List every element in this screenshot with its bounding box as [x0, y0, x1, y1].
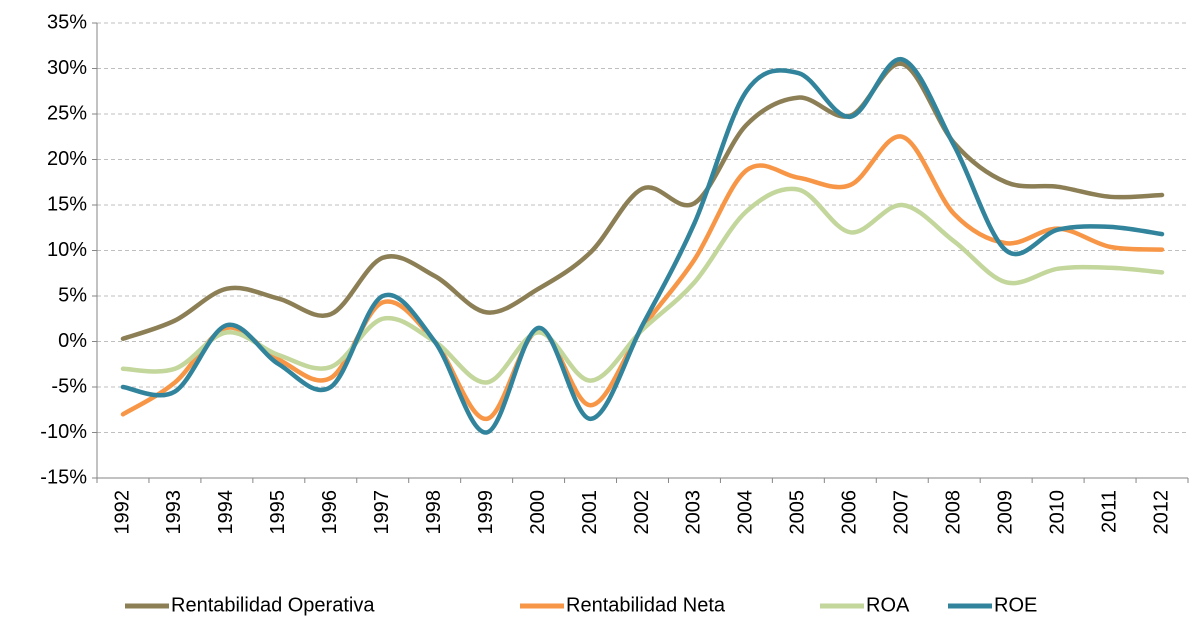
x-tick-label: 2009: [994, 490, 1016, 535]
series-line: [120, 61, 1165, 342]
y-tick-label: -5%: [51, 375, 87, 397]
legend-label: Rentabilidad Operativa: [171, 594, 375, 616]
x-tick-label: 2003: [683, 490, 705, 535]
y-tick-label: 0%: [58, 330, 87, 352]
y-tick-label: 15%: [47, 193, 87, 215]
x-tick-label: 2004: [735, 490, 757, 535]
y-tick-label: 30%: [47, 57, 87, 79]
x-tick-label: 1996: [319, 490, 341, 535]
x-tick-label: 2002: [631, 490, 653, 535]
x-tick-label: 1992: [111, 490, 133, 535]
legend-label: ROE: [994, 594, 1037, 616]
y-tick-label: -15%: [40, 466, 87, 488]
x-tick-label: 2012: [1150, 490, 1172, 535]
y-tick-label: 20%: [47, 148, 87, 170]
x-tick-label: 1998: [423, 490, 445, 535]
series-line: [120, 57, 1165, 435]
x-tick-label: 2008: [942, 490, 964, 535]
x-tick-label: 2006: [839, 490, 861, 535]
y-tick-label: 10%: [47, 239, 87, 261]
x-tick-label: 2011: [1098, 490, 1120, 533]
x-tick-label: 2010: [1046, 490, 1068, 535]
x-tick-label: 2001: [579, 490, 601, 535]
legend-label: Rentabilidad Neta: [566, 594, 726, 616]
x-tick-label: 1994: [215, 490, 237, 535]
x-tick-label: 2007: [891, 490, 913, 535]
x-tick-label: 1999: [475, 490, 497, 535]
series-line: [120, 186, 1165, 385]
x-tick-label: 1995: [267, 490, 289, 535]
x-tick-label: 2005: [787, 490, 809, 535]
y-tick-label: -10%: [40, 421, 87, 443]
x-tick-label: 2000: [527, 490, 549, 535]
x-tick-label: 1993: [163, 490, 185, 535]
y-tick-label: 35%: [47, 11, 87, 33]
legend-label: ROA: [866, 594, 910, 616]
y-tick-label: 25%: [47, 102, 87, 124]
x-tick-label: 1997: [371, 490, 393, 535]
series-line: [120, 134, 1165, 422]
y-tick-label: 5%: [58, 284, 87, 306]
